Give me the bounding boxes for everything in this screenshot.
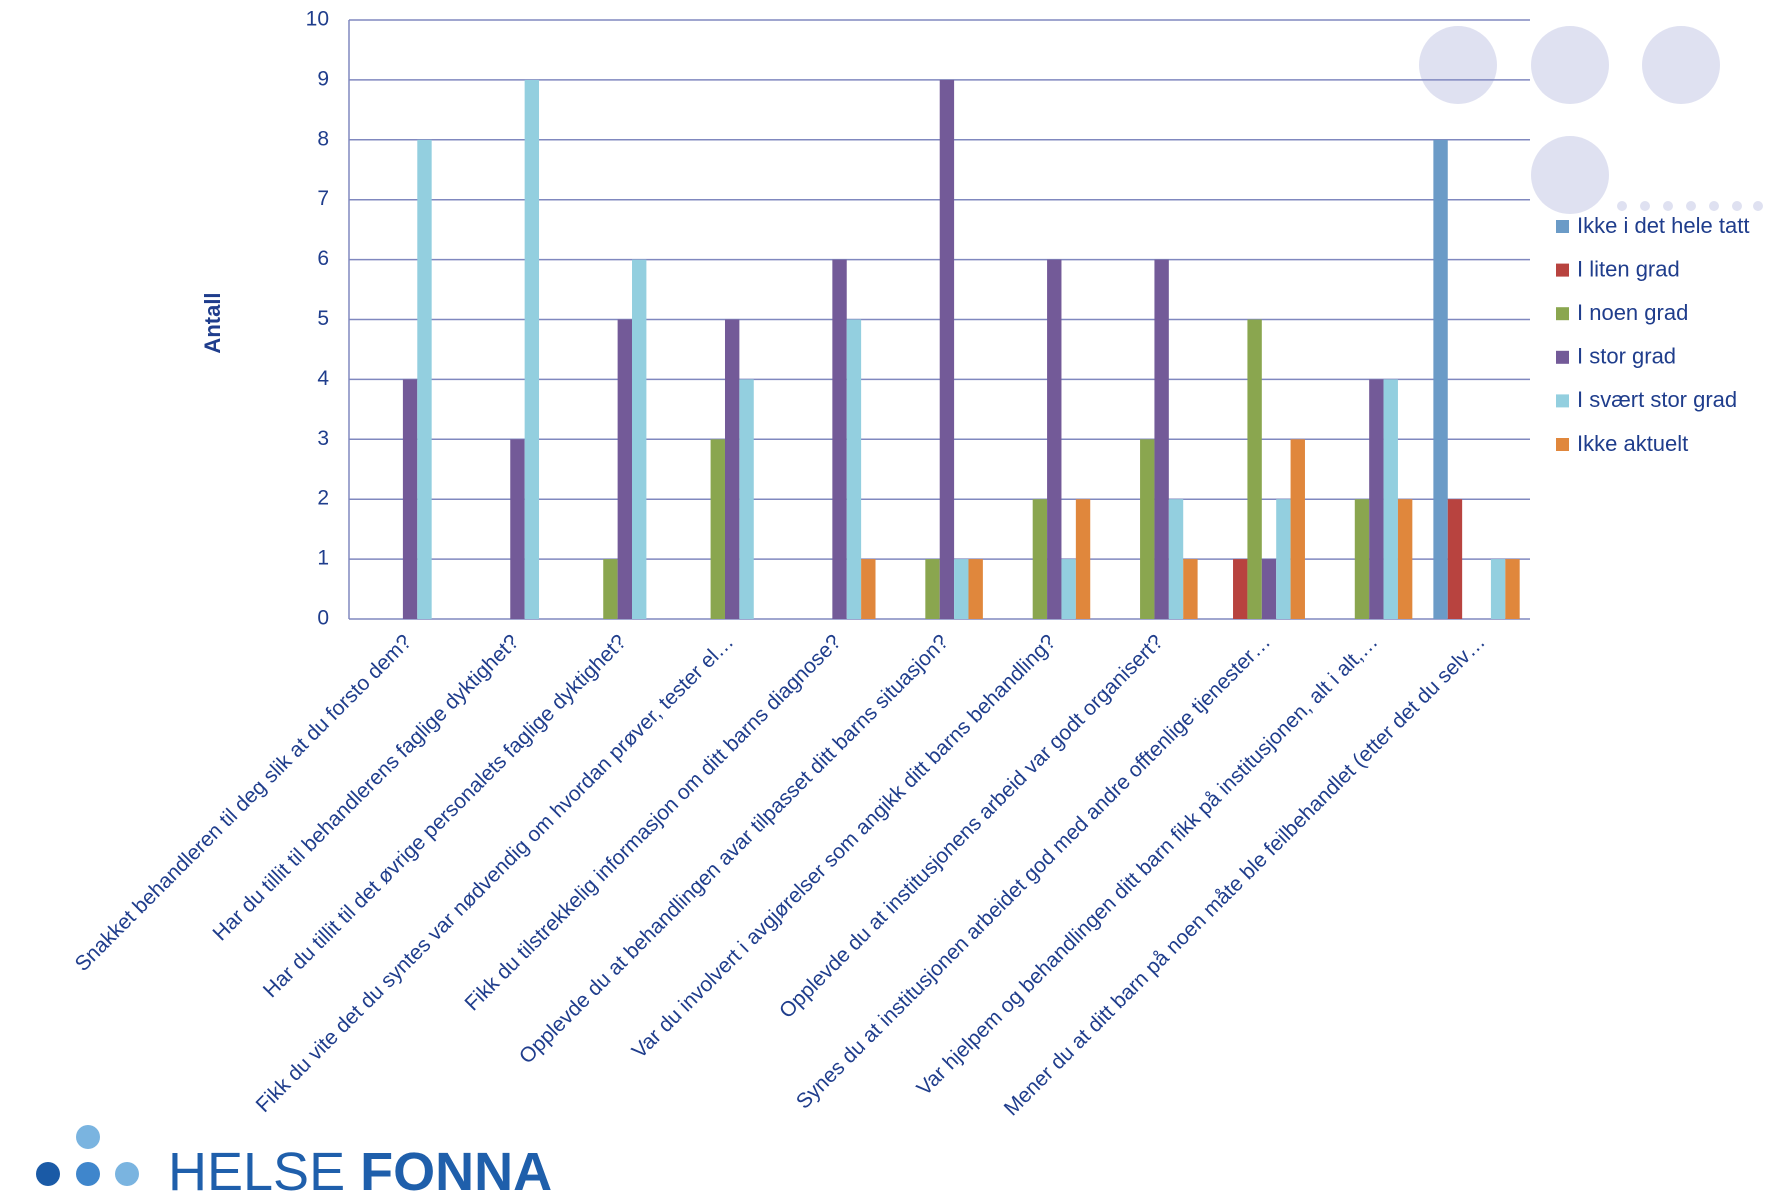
- y-tick-label: 7: [317, 187, 329, 210]
- x-tick-label: Opplevde du at institusjonens arbeid var…: [775, 630, 1168, 1023]
- bar: [524, 79, 540, 619]
- legend-swatch: [1556, 350, 1569, 364]
- x-tick-label: Fikk du tilstrekkelig informasjon om dit…: [460, 630, 845, 1015]
- y-tick-label: 0: [317, 607, 329, 630]
- bar: [968, 559, 983, 619]
- y-tick-label: 2: [317, 487, 329, 510]
- bar: [1447, 499, 1463, 619]
- bar: [1061, 559, 1076, 619]
- bar: [739, 379, 754, 619]
- y-tick-label: 5: [317, 307, 329, 330]
- bar: [1247, 319, 1262, 619]
- bar: [1397, 499, 1413, 619]
- bar: [617, 319, 633, 619]
- x-tick-label: Har du tillit til det øvrige personalets…: [259, 630, 631, 1002]
- legend-swatch: [1556, 307, 1569, 321]
- bar: [1154, 259, 1169, 619]
- y-tick-label: 8: [317, 127, 329, 150]
- bar: [417, 139, 432, 620]
- x-tick-label: Mener du at ditt barn på noen måte ble f…: [1000, 630, 1490, 1120]
- bar: [1369, 379, 1384, 619]
- bar: [1047, 259, 1062, 619]
- y-tick-label: 9: [317, 67, 329, 90]
- legend-swatch: [1556, 394, 1569, 408]
- bar: [1183, 559, 1198, 619]
- y-tick-label: 3: [317, 427, 329, 450]
- bar: [1383, 379, 1398, 619]
- bar: [1276, 499, 1291, 619]
- bar: [603, 559, 618, 619]
- bar: [710, 439, 725, 619]
- bar: [1233, 559, 1248, 619]
- bar: [1290, 439, 1305, 619]
- legend-label: Ikke aktuelt: [1577, 431, 1688, 456]
- y-tick-label: 4: [317, 367, 329, 390]
- legend-swatch: [1556, 438, 1569, 451]
- bar: [1261, 559, 1277, 619]
- bar: [939, 79, 955, 619]
- legend-label: I noen grad: [1577, 300, 1688, 325]
- bar: [1075, 499, 1091, 619]
- logo-text: HELSE FONNA: [168, 1142, 552, 1199]
- y-tick-label: 10: [306, 8, 329, 31]
- legend-label: I liten grad: [1577, 256, 1680, 281]
- legend-swatch: [1556, 220, 1569, 233]
- bar: [1490, 559, 1506, 619]
- bar: [861, 559, 876, 619]
- logo-light: HELSE: [168, 1142, 345, 1199]
- legend-label: I svært stor grad: [1577, 387, 1737, 412]
- y-axis-label: Antall: [200, 292, 225, 353]
- bar: [954, 559, 969, 619]
- bar: [510, 439, 525, 619]
- decoration: [1419, 26, 1763, 214]
- bar: [1354, 499, 1370, 619]
- bar: [1140, 439, 1155, 619]
- x-tick-label: Var du involvert i avgjørelser som angik…: [628, 630, 1061, 1063]
- bar: [925, 559, 940, 619]
- bar: [1505, 559, 1520, 619]
- bar: [1032, 499, 1048, 619]
- logo-bold: FONNA: [360, 1142, 552, 1199]
- bar: [1433, 139, 1448, 620]
- y-tick-label: 1: [317, 547, 329, 570]
- bar: [846, 319, 862, 619]
- y-tick-label: 6: [317, 247, 329, 270]
- legend-swatch: [1556, 263, 1569, 277]
- bar: [632, 259, 647, 619]
- x-tick-label: Fikk du vite det du syntes var nødvendig…: [252, 630, 739, 1117]
- bar: [402, 379, 418, 619]
- bar: [724, 319, 740, 619]
- legend-label: I stor grad: [1577, 344, 1676, 369]
- bar: [832, 259, 847, 619]
- logo: HELSE FONNA: [36, 1125, 552, 1199]
- bar: [1168, 499, 1184, 619]
- legend-label: Ikke i det hele tatt: [1577, 213, 1749, 238]
